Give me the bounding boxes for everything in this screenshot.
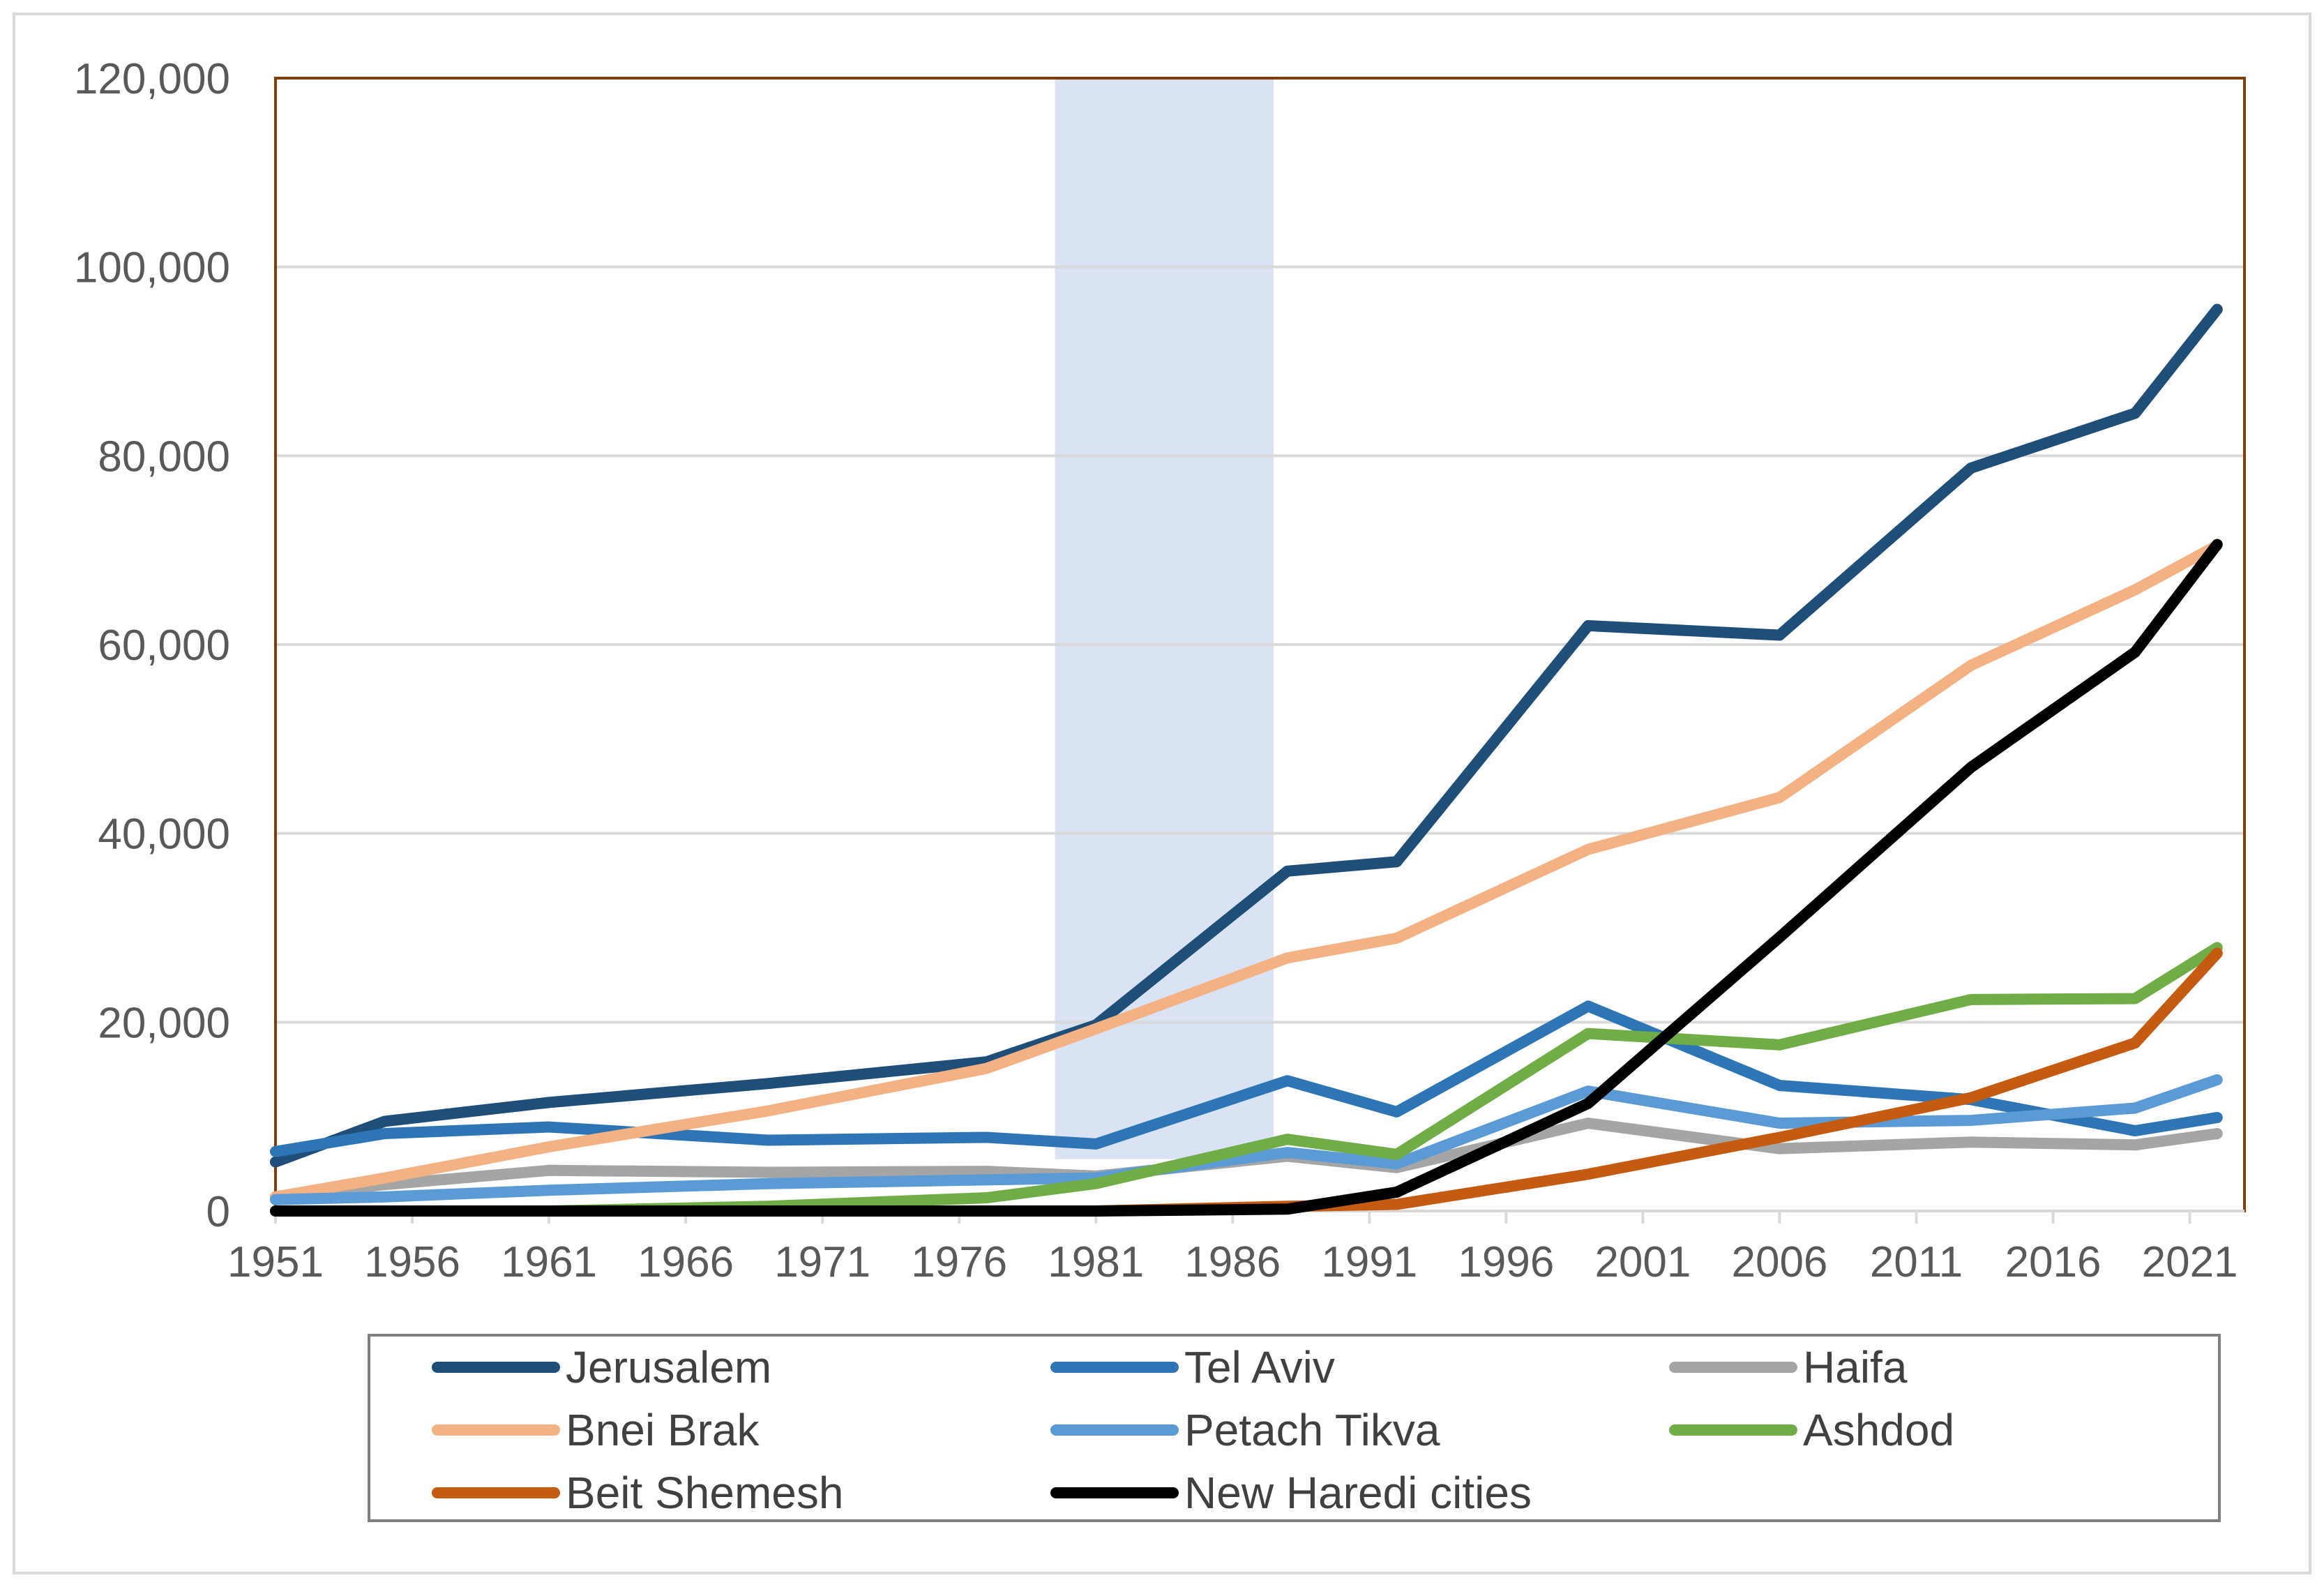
legend-item: Petach Tikva <box>1050 1402 1440 1458</box>
y-axis-ticks: 0 20,000 40,000 60,000 80,000 100,000 120,000 <box>74 55 230 1236</box>
legend-item: Haifa <box>1669 1339 1907 1395</box>
legend-item: Bnei Brak <box>432 1402 759 1458</box>
legend-swatch <box>432 1424 560 1436</box>
x-tick-label: 1981 <box>1048 1238 1144 1286</box>
legend-label: New Haredi cities <box>1184 1468 1532 1518</box>
legend-swatch <box>432 1487 560 1498</box>
legend-item: Ashdod <box>1669 1402 1954 1458</box>
legend-swatch <box>1669 1424 1797 1436</box>
legend-swatch <box>1050 1487 1179 1498</box>
y-tick-label: 40,000 <box>98 811 230 859</box>
legend-label: Jerusalem <box>566 1342 772 1392</box>
x-tick-label: 1996 <box>1458 1238 1554 1286</box>
legend-swatch <box>1050 1362 1179 1373</box>
x-tick-label: 2011 <box>1870 1238 1963 1286</box>
y-tick-label: 60,000 <box>98 622 230 670</box>
y-tick-label: 0 <box>206 1188 230 1236</box>
x-tick-label: 1986 <box>1184 1238 1281 1286</box>
legend-item: Tel Aviv <box>1050 1339 1335 1395</box>
legend: Jerusalem Tel Aviv Haifa Bnei Brak Petach Ti… <box>368 1334 2221 1522</box>
legend-item: Jerusalem <box>432 1339 771 1395</box>
x-axis-ticks: 1951 1956 1961 1966 1971 1976 1981 1986 1991 1996… <box>227 1211 2238 1286</box>
x-tick-label: 2016 <box>2005 1238 2102 1286</box>
legend-swatch <box>1050 1424 1179 1436</box>
series-line-bnei-brak <box>270 539 2223 1203</box>
series-line-petach-tikva <box>270 1074 2223 1205</box>
x-tick-label: 2006 <box>1731 1238 1827 1286</box>
legend-label: Haifa <box>1803 1342 1908 1392</box>
highlight-band <box>1055 78 1274 1159</box>
y-tick-label: 80,000 <box>98 433 230 481</box>
x-tick-label: 1971 <box>774 1238 870 1286</box>
x-tick-label: 1956 <box>364 1238 460 1286</box>
x-tick-label: 1951 <box>227 1238 324 1286</box>
x-tick-label: 2021 <box>2142 1238 2238 1286</box>
y-tick-label: 120,000 <box>74 55 230 103</box>
legend-item: New Haredi cities <box>1050 1465 1532 1521</box>
x-tick-label: 1976 <box>911 1238 1007 1286</box>
series-line-jerusalem <box>270 303 2223 1168</box>
series-lines <box>270 303 2223 1217</box>
legend-label: Bnei Brak <box>566 1405 760 1455</box>
legend-label: Tel Aviv <box>1184 1342 1335 1392</box>
x-tick-label: 2001 <box>1594 1238 1691 1286</box>
x-tick-label: 1991 <box>1321 1238 1417 1286</box>
y-tick-label: 20,000 <box>98 999 230 1047</box>
series-line-new-haredi-cities <box>270 539 2223 1217</box>
legend-swatch <box>1669 1362 1797 1373</box>
legend-item: Beit Shemesh <box>432 1465 843 1521</box>
legend-label: Beit Shemesh <box>566 1468 844 1518</box>
legend-label: Petach Tikva <box>1184 1405 1440 1455</box>
legend-swatch <box>432 1362 560 1373</box>
x-tick-label: 1961 <box>501 1238 597 1286</box>
y-tick-label: 100,000 <box>74 244 230 292</box>
legend-label: Ashdod <box>1803 1405 1955 1455</box>
x-tick-label: 1966 <box>637 1238 734 1286</box>
